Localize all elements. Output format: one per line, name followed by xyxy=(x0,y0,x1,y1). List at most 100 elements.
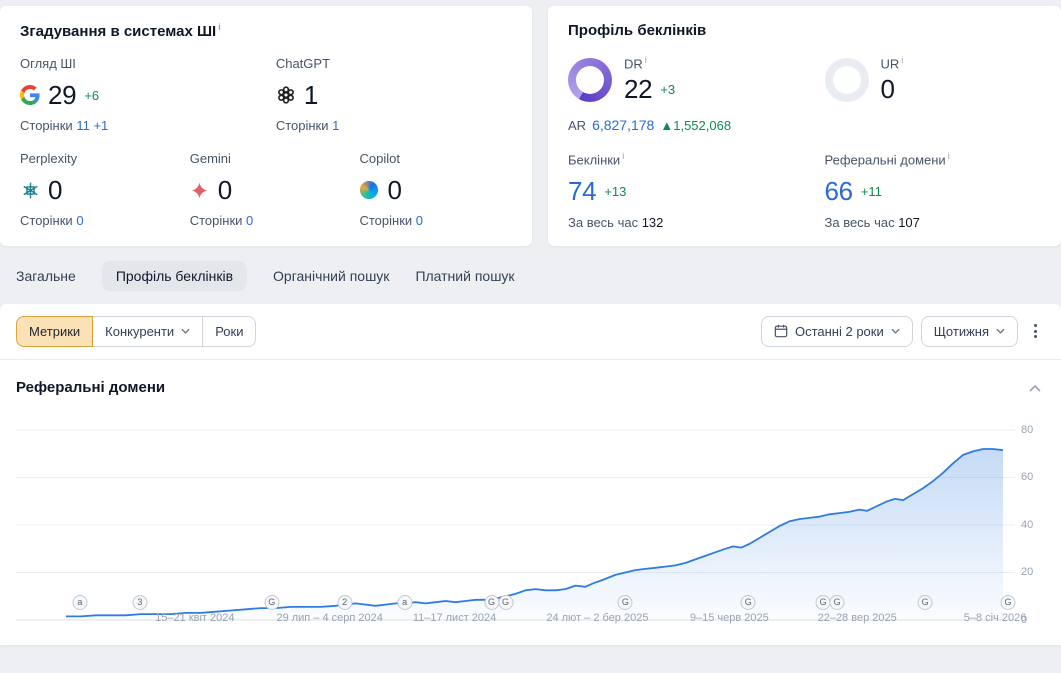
chart-event-marker[interactable]: G xyxy=(815,594,831,610)
tab-organic-search[interactable]: Органічний пошук xyxy=(273,267,390,284)
competitors-dropdown[interactable]: Конкуренти xyxy=(92,315,204,347)
ref-domains-label: Реферальні домени xyxy=(824,152,946,168)
collapse-section-button[interactable] xyxy=(1025,376,1045,399)
dr-value: 22 xyxy=(624,73,653,104)
metric-value: 29 xyxy=(48,79,77,110)
chart-event-marker[interactable]: G xyxy=(617,594,633,610)
metric-gemini: Gemini 0 Сторінки 0 xyxy=(190,151,360,228)
y-axis-tick: 0 xyxy=(1021,613,1028,626)
info-icon[interactable]: i xyxy=(901,55,904,65)
tab-backlink-profile[interactable]: Профіль беклінків xyxy=(101,260,248,291)
metric-value: 1 xyxy=(303,79,318,110)
dr-donut-chart xyxy=(568,58,612,103)
chart-event-marker[interactable]: G xyxy=(917,594,933,610)
granularity-dropdown[interactable]: Щотижня xyxy=(920,315,1018,347)
date-range-dropdown[interactable]: Останні 2 роки xyxy=(760,315,913,347)
chevron-up-icon xyxy=(1029,384,1041,392)
metric-chatgpt: ChatGPT 1 Сторінки 1 xyxy=(276,56,512,133)
pages-count-link[interactable]: 11 xyxy=(76,118,90,133)
alltime-value: 132 xyxy=(641,214,664,230)
pages-line: Сторінки 11 +1 xyxy=(20,118,276,133)
pages-label: Сторінки xyxy=(359,213,413,228)
pages-delta-link[interactable]: +1 xyxy=(93,118,109,133)
chart-event-marker[interactable]: a xyxy=(72,594,88,610)
metric-value: 0 xyxy=(48,174,63,205)
more-options-button[interactable] xyxy=(1026,316,1045,346)
chevron-down-icon xyxy=(181,328,190,334)
metric-perplexity: Perplexity 0 Сторінки 0 xyxy=(20,151,190,228)
metric-copilot: Copilot 0 Сторінки 0 xyxy=(359,151,512,228)
ur-value: 0 xyxy=(880,73,895,104)
backlinks-value-link[interactable]: 74 xyxy=(568,176,597,207)
years-button[interactable]: Роки xyxy=(202,315,257,347)
metrics-button[interactable]: Метрики xyxy=(16,315,94,347)
pages-label: Сторінки xyxy=(20,213,73,228)
ref-domains-value-link[interactable]: 66 xyxy=(824,176,854,207)
tab-paid-search[interactable]: Платний пошук xyxy=(415,267,515,284)
pages-count-link[interactable]: 0 xyxy=(415,213,424,228)
metric-label: Огляд ШІ xyxy=(20,56,76,71)
y-axis-tick: 80 xyxy=(1021,423,1034,436)
referring-domains-chart: 0 20 40 60 80 15–21 квіт 2024 29 лип – 4 серп… xyxy=(0,409,1061,645)
dr-delta: +3 xyxy=(660,81,676,97)
pages-count-link[interactable]: 0 xyxy=(246,213,254,228)
pages-count-link[interactable]: 0 xyxy=(76,213,84,228)
y-axis-tick: 60 xyxy=(1021,471,1034,484)
calendar-icon xyxy=(774,325,788,338)
ur-label: UR i xyxy=(881,55,904,71)
pages-count-link[interactable]: 1 xyxy=(332,118,340,133)
chart-section-title: Реферальні домени xyxy=(16,378,166,396)
metric-ai-overview: Огляд ШІ 29 +6 Сторінки 11 +1 xyxy=(20,56,276,133)
dr-label-text: DR xyxy=(624,56,643,72)
backlinks-alltime: За весь час 132 xyxy=(568,215,785,230)
chevron-down-icon xyxy=(891,328,900,334)
metric-label: Perplexity xyxy=(20,151,78,166)
chart-event-marker[interactable]: a xyxy=(397,594,413,610)
chatgpt-icon xyxy=(276,85,296,105)
ai-mentions-title: Згадування в системах ШІ i xyxy=(20,22,512,40)
info-icon[interactable]: i xyxy=(218,22,221,32)
chart-event-marker[interactable]: G xyxy=(740,594,756,610)
years-label: Роки xyxy=(215,323,244,339)
summary-cards-row: Згадування в системах ШІ i Огляд ШІ 29 +6… xyxy=(0,0,1061,246)
tab-overview[interactable]: Загальне xyxy=(16,267,76,284)
ar-spacer xyxy=(825,109,1042,141)
pages-line: Сторінки 0 xyxy=(359,213,512,228)
ai-mentions-title-text: Згадування в системах ШІ xyxy=(20,23,217,40)
chart-canvas xyxy=(16,415,1015,635)
info-icon[interactable]: i xyxy=(622,151,625,162)
pages-line: Сторінки 0 xyxy=(190,213,360,228)
ref-domains-delta: +11 xyxy=(860,184,882,200)
dr-column: DR i 22 +3 AR 6,827,178 ▲1,552,068 Беклін… xyxy=(568,55,785,230)
chart-event-marker[interactable]: G xyxy=(498,594,513,610)
chart-event-marker[interactable]: 2 xyxy=(337,594,353,610)
info-icon[interactable]: i xyxy=(947,151,950,162)
y-axis-tick: 20 xyxy=(1021,566,1034,579)
view-segmented-control: Метрики Конкуренти Роки xyxy=(16,315,257,347)
pages-label: Сторінки xyxy=(189,213,243,228)
ar-value-link[interactable]: 6,827,178 xyxy=(592,117,655,134)
info-icon[interactable]: i xyxy=(644,55,647,65)
chart-event-marker[interactable]: G xyxy=(1000,594,1016,610)
ref-domains-metric: Реферальні домени i 66 +11 За весь час 10… xyxy=(825,151,1042,229)
metric-value: 0 xyxy=(217,174,232,205)
toolbar-right: Останні 2 роки Щотижня xyxy=(760,315,1045,347)
metrics-button-label: Метрики xyxy=(29,323,81,339)
y-axis-tick: 40 xyxy=(1021,518,1034,531)
metric-label: Copilot xyxy=(359,151,400,166)
chart-section-header: Реферальні домени xyxy=(0,360,1061,409)
chart-event-marker[interactable]: G xyxy=(264,594,280,610)
backlinks-metric: Беклінки i 74 +13 За весь час 132 xyxy=(568,151,785,229)
chart-event-marker[interactable]: G xyxy=(484,594,500,610)
metric-label: Gemini xyxy=(189,151,231,166)
metric-value: 0 xyxy=(387,174,402,205)
report-tabs: Загальне Профіль беклінків Органічний по… xyxy=(0,246,1061,304)
pages-line: Сторінки 1 xyxy=(276,118,512,133)
backlinks-delta: +13 xyxy=(604,184,627,200)
pages-line: Сторінки 0 xyxy=(20,213,190,228)
chart-event-marker[interactable]: G xyxy=(829,594,845,610)
chart-toolbar: Метрики Конкуренти Роки Останні 2 роки Щ… xyxy=(0,304,1061,360)
chart-event-marker[interactable]: 3 xyxy=(132,594,148,610)
granularity-label: Щотижня xyxy=(933,323,989,339)
date-range-label: Останні 2 роки xyxy=(794,323,884,339)
